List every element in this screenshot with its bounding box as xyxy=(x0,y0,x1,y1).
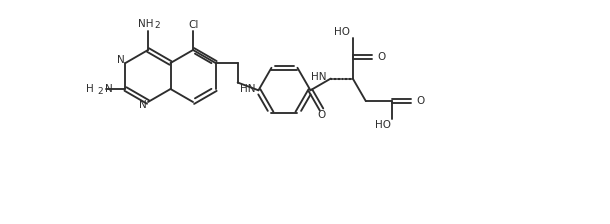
Text: O: O xyxy=(317,110,326,121)
Text: N: N xyxy=(105,84,113,94)
Text: 2: 2 xyxy=(97,86,103,95)
Text: N: N xyxy=(139,100,147,110)
Text: 2: 2 xyxy=(154,21,160,30)
Text: O: O xyxy=(378,52,386,62)
Text: HO: HO xyxy=(334,27,350,37)
Text: N: N xyxy=(117,55,124,65)
Text: NH: NH xyxy=(138,19,154,28)
Text: HN: HN xyxy=(311,72,327,82)
Text: O: O xyxy=(416,96,425,106)
Text: HO: HO xyxy=(375,120,391,130)
Text: H: H xyxy=(86,84,94,94)
Text: Cl: Cl xyxy=(189,19,199,30)
Text: HN: HN xyxy=(240,84,255,93)
